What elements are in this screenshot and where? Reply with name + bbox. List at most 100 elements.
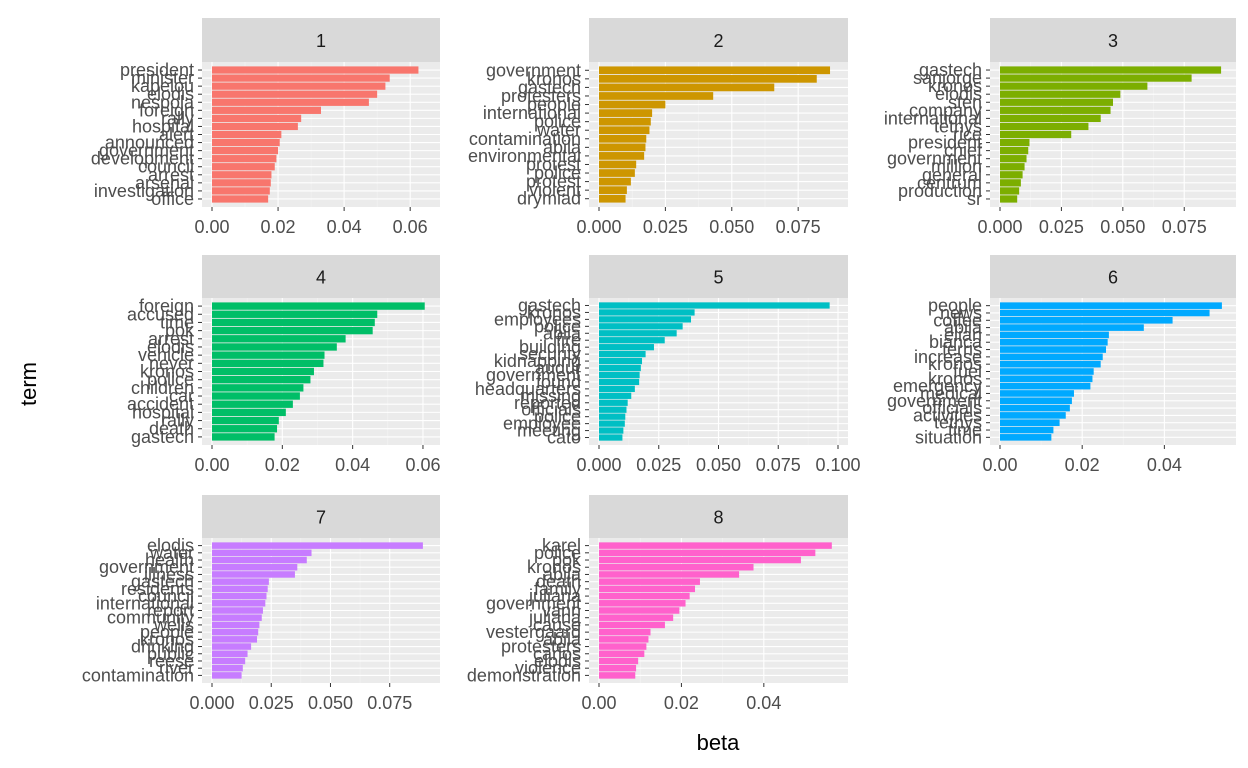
- y-tick-label: kronos: [527, 302, 581, 322]
- y-tick-label: gastech: [131, 572, 194, 592]
- y-tick-label: nespola: [131, 92, 195, 112]
- facet-strip-label: 1: [316, 31, 326, 51]
- bar-time: [1000, 426, 1054, 434]
- y-tick-label: drymiad: [517, 189, 581, 209]
- bar-rice: [1000, 130, 1072, 139]
- y-tick-label: drinking: [131, 637, 194, 657]
- bar-abila: [599, 636, 649, 643]
- bar-water: [599, 126, 650, 135]
- x-tick-label: 0.000: [576, 217, 621, 237]
- x-tick-label: 0.025: [1039, 217, 1084, 237]
- y-tick-label: rice: [953, 125, 982, 145]
- bar-protest: [599, 160, 637, 169]
- y-tick-label: wells: [153, 615, 194, 635]
- bar-pok: [599, 556, 801, 564]
- y-tick-label: report: [147, 601, 194, 621]
- y-tick-label: international: [884, 108, 982, 128]
- facet-strip: [589, 255, 848, 298]
- bar-employee: [599, 420, 625, 427]
- y-tick-label: situation: [915, 427, 982, 447]
- y-tick-label: contamination: [82, 665, 194, 685]
- y-tick-label: environmental: [468, 146, 581, 166]
- x-tick-label: 0.025: [643, 217, 688, 237]
- bar-demonstration: [599, 672, 636, 679]
- bar-company: [1000, 106, 1111, 114]
- x-tick-label: 0.000: [977, 217, 1022, 237]
- y-tick-label: increase: [914, 347, 982, 367]
- bar-foreign: [212, 302, 425, 310]
- y-tick-label: protest: [526, 172, 581, 192]
- bar-situation: [1000, 434, 1052, 441]
- x-tick-label: 0.04: [327, 217, 362, 237]
- bar-kidnapping: [599, 357, 643, 365]
- y-tick-label: kronos: [928, 76, 982, 96]
- bar-officials: [599, 406, 627, 413]
- bar-kronos: [1000, 82, 1148, 90]
- bar-missing: [599, 392, 632, 399]
- y-tick-label: police: [534, 112, 581, 132]
- bar-found: [599, 378, 640, 386]
- y-tick-label: never: [149, 353, 194, 373]
- x-tick-label: 0.050: [308, 693, 353, 713]
- bar-contamination: [212, 672, 242, 679]
- bar-chief: [1000, 146, 1029, 155]
- bar-government: [1000, 397, 1072, 405]
- y-tick-label: emergency: [893, 376, 982, 396]
- facet-strip: [990, 255, 1236, 298]
- bar-arsenal: [212, 179, 271, 187]
- y-tick-label: karel: [542, 536, 581, 556]
- facet-strip-label: 7: [316, 508, 326, 528]
- y-tick-label: development: [91, 149, 194, 169]
- y-tick-label: residents: [121, 579, 194, 599]
- y-tick-label: coffee: [933, 310, 982, 330]
- facet-panel-3: 3 gastechsanjorgekronoselodisstencompanyi…: [884, 18, 1236, 237]
- bar-announced: [212, 138, 280, 147]
- y-tick-label: officials: [922, 398, 982, 418]
- y-tick-label: president: [120, 60, 194, 80]
- bar-abila: [599, 143, 646, 152]
- bar-elodis: [212, 343, 337, 351]
- y-tick-label: tethys: [934, 116, 982, 136]
- bar-time: [212, 318, 375, 327]
- y-tick-label: arsenal: [135, 173, 194, 193]
- bar-gastech: [212, 578, 269, 585]
- y-tick-label: kidnapping: [494, 351, 581, 371]
- y-tick-label: juliana: [528, 586, 582, 606]
- y-tick-label: foreign: [139, 100, 194, 120]
- bar-development: [212, 155, 277, 163]
- y-tick-label: vestergaard: [486, 622, 581, 642]
- bar-building: [599, 344, 654, 351]
- bar-drinking: [212, 643, 252, 650]
- y-tick-label: community: [107, 608, 194, 628]
- y-tick-label: foreign: [139, 296, 194, 316]
- x-tick-label: 0.000: [189, 693, 234, 713]
- y-tick-label: alert: [159, 125, 194, 145]
- y-tick-label: sanjorge: [913, 68, 982, 88]
- bar-violence: [599, 664, 637, 672]
- x-tick-label: 0.075: [1162, 217, 1207, 237]
- y-tick-label: elodis: [147, 337, 194, 357]
- y-tick-label: government: [99, 557, 194, 577]
- bar-police: [599, 169, 635, 177]
- y-tick-label: violence: [515, 658, 581, 678]
- bar-arrest: [212, 171, 272, 179]
- y-tick-label: missing: [520, 386, 581, 406]
- bar-people: [212, 628, 259, 636]
- y-tick-label: protesters: [501, 637, 581, 657]
- x-tick-label: 0.050: [696, 455, 741, 475]
- bar-cato: [599, 434, 623, 441]
- bar-government: [212, 563, 298, 571]
- bar-government: [212, 146, 279, 155]
- bar-meeting: [599, 427, 624, 434]
- y-tick-label: car: [169, 386, 194, 406]
- bar-vestergaard: [599, 628, 651, 636]
- x-tick-label: 0.100: [815, 455, 860, 475]
- bar-medical: [1000, 390, 1074, 397]
- y-tick-label: water: [536, 120, 581, 140]
- bar-bianca: [1000, 338, 1108, 346]
- y-tick-label: pok: [165, 321, 195, 341]
- y-tick-label: fuel: [953, 362, 982, 382]
- bar-gastech: [1000, 66, 1222, 74]
- bar-reported: [599, 399, 628, 406]
- y-tick-label: children: [131, 378, 194, 398]
